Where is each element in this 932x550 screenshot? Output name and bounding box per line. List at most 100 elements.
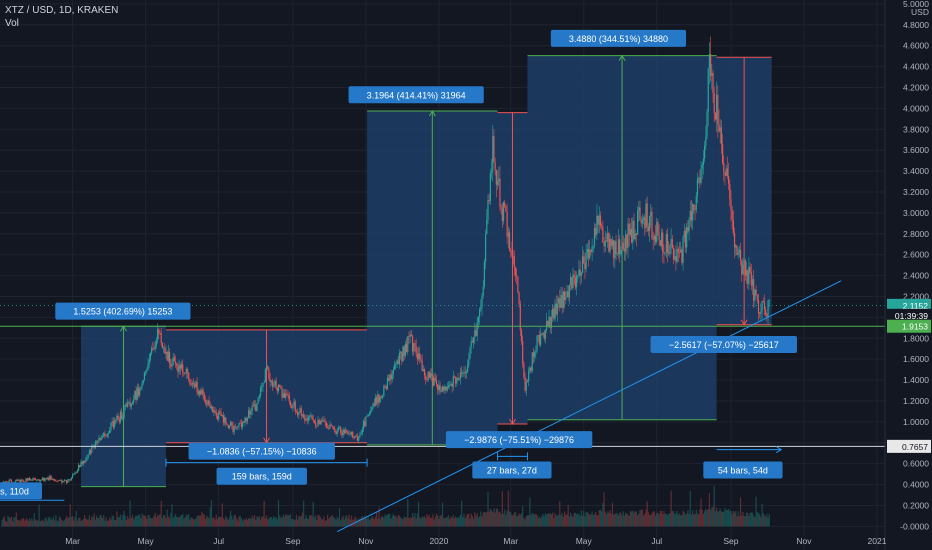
volume-bar [118, 516, 120, 527]
volume-bar [670, 490, 672, 527]
volume-bar [221, 503, 223, 527]
volume-bar [69, 504, 71, 527]
volume-bar [183, 518, 185, 527]
candle-body [348, 433, 350, 435]
candle-body [561, 295, 563, 308]
measure-label-text: −2.5617 (−57.07%) −25617 [669, 340, 779, 350]
volume-bar [342, 515, 344, 527]
volume-bar [759, 514, 761, 527]
volume-bar [622, 511, 624, 527]
volume-bar [474, 512, 476, 527]
candle-body [702, 158, 705, 165]
volume-indicator-label[interactable]: Vol [5, 18, 19, 29]
volume-bar [80, 521, 82, 527]
candle-body [687, 227, 689, 232]
volume-bar [638, 513, 640, 527]
volume-bar [61, 520, 63, 527]
candle-body [340, 427, 342, 434]
candle-body [97, 440, 99, 443]
candle-body [569, 277, 572, 286]
volume-bar [481, 516, 483, 527]
volume-bar [16, 519, 19, 527]
candle-body [730, 198, 732, 210]
candle-body [142, 379, 144, 384]
volume-bar [633, 512, 635, 527]
candle-body [510, 250, 512, 253]
volume-bar [634, 511, 636, 527]
volume-bar [92, 516, 94, 527]
candle-body [738, 249, 740, 253]
volume-bar [591, 511, 593, 527]
candle-body [179, 364, 181, 369]
volume-bar [586, 512, 588, 527]
volume-bar [499, 511, 501, 527]
price-tag: 2.1152 [887, 298, 931, 312]
candle-body [675, 256, 677, 262]
candle-body [185, 369, 187, 374]
volume-bar [277, 500, 280, 527]
volume-bar [712, 506, 714, 527]
price-tag: 0.7657 [887, 439, 931, 453]
candle-body [754, 289, 756, 301]
volume-bar [456, 517, 458, 527]
candle-body [89, 450, 92, 453]
candle-body [634, 233, 636, 239]
volume-bar [164, 515, 166, 527]
volume-bar [201, 511, 203, 527]
candle-body [122, 417, 124, 420]
candle-body [441, 386, 444, 391]
volume-bar [718, 511, 720, 527]
candle-body [646, 203, 648, 227]
volume-bar [659, 510, 661, 527]
volume-bar [695, 509, 697, 527]
candle-body [198, 390, 201, 395]
volume-bar [549, 512, 551, 527]
price-tick-label: 4.8000 [903, 20, 929, 30]
candle-body [552, 308, 554, 318]
volume-bar [573, 512, 575, 527]
volume-bar [301, 512, 304, 527]
volume-bar [76, 520, 79, 527]
volume-bar [349, 519, 351, 527]
candle-body [462, 373, 464, 375]
candle-body [31, 479, 33, 481]
candle-body [383, 385, 385, 397]
volume-bar [675, 513, 677, 527]
volume-bar [358, 518, 360, 527]
candle-body [276, 387, 278, 392]
volume-bar [213, 517, 215, 527]
volume-bar [726, 509, 728, 527]
candle-body [537, 335, 539, 336]
volume-bar [680, 515, 682, 527]
candle-body [698, 177, 700, 179]
candle-body [664, 253, 666, 254]
volume-bar [692, 510, 694, 527]
volume-bar [524, 519, 526, 527]
candle-body [762, 300, 764, 302]
volume-bar [12, 521, 14, 527]
candle-body [616, 253, 618, 255]
volume-bar [197, 515, 199, 527]
candle-body [505, 206, 507, 212]
candle-body [225, 417, 227, 425]
volume-bar [337, 518, 339, 527]
volume-bar [391, 516, 393, 527]
candle-body [694, 209, 696, 211]
volume-bar [125, 520, 128, 527]
price-tag-text: 0.7657 [902, 442, 928, 452]
range-label: 27 bars, 27d [472, 461, 552, 479]
candle-body [9, 479, 11, 481]
volume-bar [222, 518, 225, 527]
candle-body [474, 330, 476, 337]
candle-body [277, 385, 280, 392]
candle-body [46, 477, 49, 479]
volume-bar [20, 519, 22, 527]
volume-bar [423, 516, 426, 527]
symbol-title[interactable]: XTZ / USD, 1D, KRAKEN [5, 5, 119, 16]
volume-bar [548, 514, 550, 527]
volume-bar [580, 510, 582, 527]
candle-body [411, 335, 414, 352]
volume-bar [755, 496, 757, 527]
volume-bar [297, 519, 299, 527]
